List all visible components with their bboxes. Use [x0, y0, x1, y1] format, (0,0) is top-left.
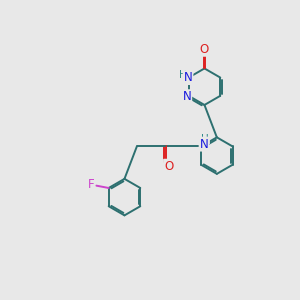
- Text: N: N: [184, 71, 192, 84]
- Text: H: H: [179, 70, 187, 80]
- Text: O: O: [200, 43, 209, 56]
- Text: H: H: [201, 134, 209, 143]
- Text: O: O: [164, 160, 173, 173]
- Text: F: F: [88, 178, 94, 191]
- Text: N: N: [182, 90, 191, 103]
- Text: N: N: [200, 138, 208, 151]
